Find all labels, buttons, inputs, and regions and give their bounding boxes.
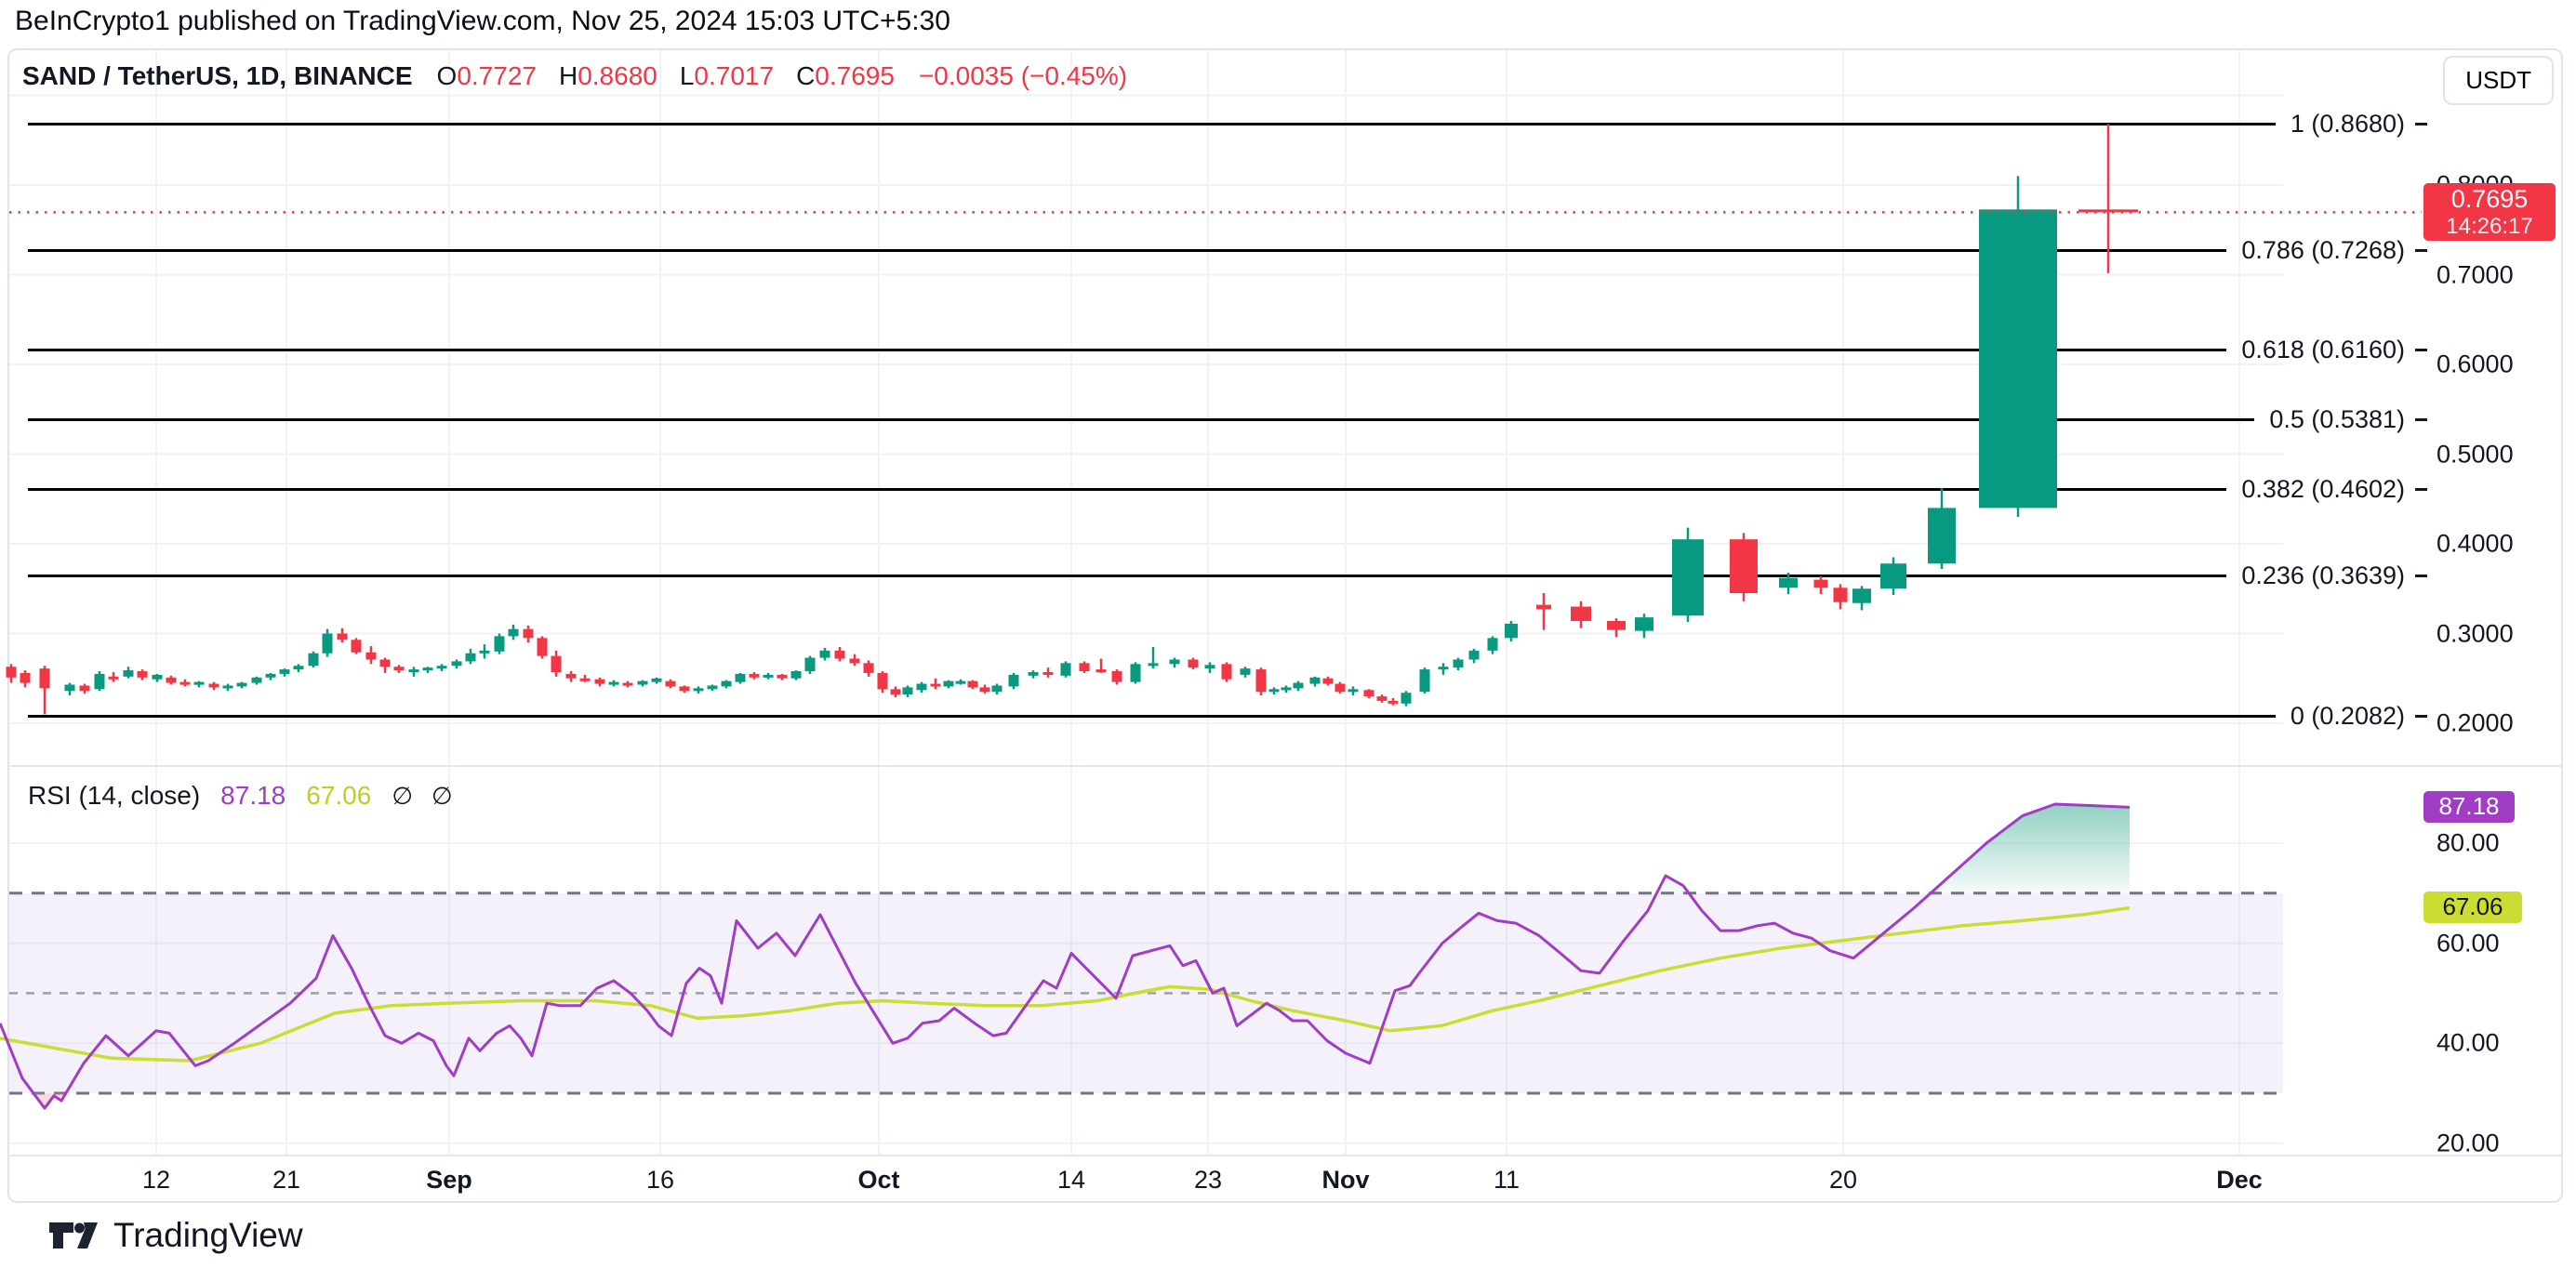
- price-axis-label: 0.4000: [2437, 529, 2514, 558]
- rsi-indicator-title: RSI (14, close): [28, 781, 201, 810]
- ohlc-l: L0.7017: [679, 61, 775, 90]
- time-axis-label: Sep: [426, 1166, 472, 1194]
- fib-level-label: 0.618 (0.6160): [2241, 336, 2405, 364]
- time-axis-label: Dec: [2216, 1166, 2263, 1194]
- time-axis-label: 11: [1493, 1166, 1520, 1194]
- time-axis-label: 12: [141, 1166, 171, 1194]
- time-axis-label: 16: [645, 1166, 675, 1194]
- chart-card: [7, 48, 2563, 1203]
- price-axis-label: 0.2000: [2437, 708, 2514, 737]
- fib-level-tick: [2415, 249, 2427, 253]
- fib-level-line: [28, 349, 2227, 352]
- rsi-axis-label: 40.00: [2437, 1028, 2500, 1057]
- currency-usdt-button[interactable]: USDT: [2443, 56, 2554, 105]
- tradingview-logo: TradingView: [48, 1216, 303, 1255]
- fib-level-line: [28, 714, 2276, 718]
- rsi-current-value: 87.18: [220, 781, 286, 810]
- tradingview-logo-icon: [49, 1222, 98, 1248]
- rsi-axis-label: 20.00: [2437, 1129, 2500, 1157]
- fib-level-line: [28, 418, 2255, 422]
- fib-level-row: 0.236 (0.3639): [28, 561, 2427, 591]
- fib-level-tick: [2415, 488, 2427, 492]
- fib-level-row: 0.382 (0.4602): [28, 475, 2427, 505]
- time-axis-label: 21: [272, 1166, 301, 1194]
- fib-level-label: 0.786 (0.7268): [2241, 236, 2405, 265]
- ohlc-h: H0.8680: [558, 61, 657, 90]
- time-axis-label: 20: [1828, 1166, 1858, 1194]
- time-axis-label: 23: [1193, 1166, 1223, 1194]
- fib-level-label: 1 (0.8680): [2290, 109, 2405, 138]
- rsi-value-badge: 87.18: [2423, 791, 2515, 823]
- fib-level-row: 0 (0.2082): [28, 701, 2427, 731]
- fib-level-label: 0.382 (0.4602): [2241, 475, 2405, 504]
- time-axis-label: Oct: [857, 1166, 900, 1194]
- rsi-axis-label: 60.00: [2437, 929, 2500, 958]
- rsi-ma-badge: 67.06: [2423, 892, 2522, 923]
- fib-level-line: [28, 249, 2227, 253]
- symbol-title: SAND / TetherUS, 1D, BINANCE: [22, 61, 413, 90]
- price-axis-label: 0.7000: [2437, 260, 2514, 288]
- fib-level-row: 0.618 (0.6160): [28, 336, 2427, 365]
- last-price-value: 0.7695: [2450, 184, 2529, 213]
- fib-level-line: [28, 488, 2227, 492]
- fib-level-line: [28, 575, 2227, 578]
- fib-level-tick: [2415, 714, 2427, 718]
- attribution-text: BeInCrypto1 published on TradingView.com…: [15, 6, 950, 36]
- fib-level-tick: [2415, 575, 2427, 578]
- fib-level-label: 0.236 (0.3639): [2241, 561, 2405, 590]
- ohlc-c: C0.7695: [796, 61, 895, 90]
- chart-titlebar: SAND / TetherUS, 1D, BINANCE O0.7727 H0.8…: [22, 61, 1127, 91]
- time-axis-label: 14: [1056, 1166, 1086, 1194]
- fib-level-tick: [2415, 418, 2427, 422]
- rsi-mute-icons: ∅ ∅: [392, 782, 452, 811]
- fib-level-tick: [2415, 349, 2427, 352]
- bar-countdown: 14:26:17: [2446, 213, 2533, 239]
- rsi-mute-icon[interactable]: ∅: [431, 781, 453, 810]
- price-axis-label: 0.5000: [2437, 440, 2514, 468]
- ohlc-o: O0.7727: [436, 61, 537, 90]
- rsi-ma-value: 67.06: [306, 781, 372, 810]
- rsi-axis-label: 80.00: [2437, 828, 2500, 857]
- tradingview-logo-text: TradingView: [113, 1216, 303, 1254]
- rsi-mute-icon[interactable]: ∅: [392, 781, 413, 810]
- last-price-badge: 0.7695 14:26:17: [2423, 183, 2556, 241]
- fib-level-row: 1 (0.8680): [28, 109, 2427, 139]
- fib-level-row: 0.786 (0.7268): [28, 236, 2427, 266]
- fib-level-line: [28, 122, 2276, 125]
- fib-level-label: 0.5 (0.5381): [2269, 405, 2405, 434]
- ohlc-values: O0.7727 H0.8680 L0.7017 C0.7695: [437, 61, 895, 91]
- rsi-header: RSI (14, close) 87.18 67.06 ∅ ∅: [28, 781, 453, 811]
- price-axis-label: 0.6000: [2437, 350, 2514, 378]
- time-axis-label: Nov: [1321, 1166, 1370, 1194]
- change-text: −0.0035 (−0.45%): [918, 61, 1128, 90]
- fib-level-row: 0.5 (0.5381): [28, 405, 2427, 435]
- fib-level-tick: [2415, 122, 2427, 125]
- fib-level-label: 0 (0.2082): [2290, 701, 2405, 730]
- price-axis-label: 0.3000: [2437, 619, 2514, 647]
